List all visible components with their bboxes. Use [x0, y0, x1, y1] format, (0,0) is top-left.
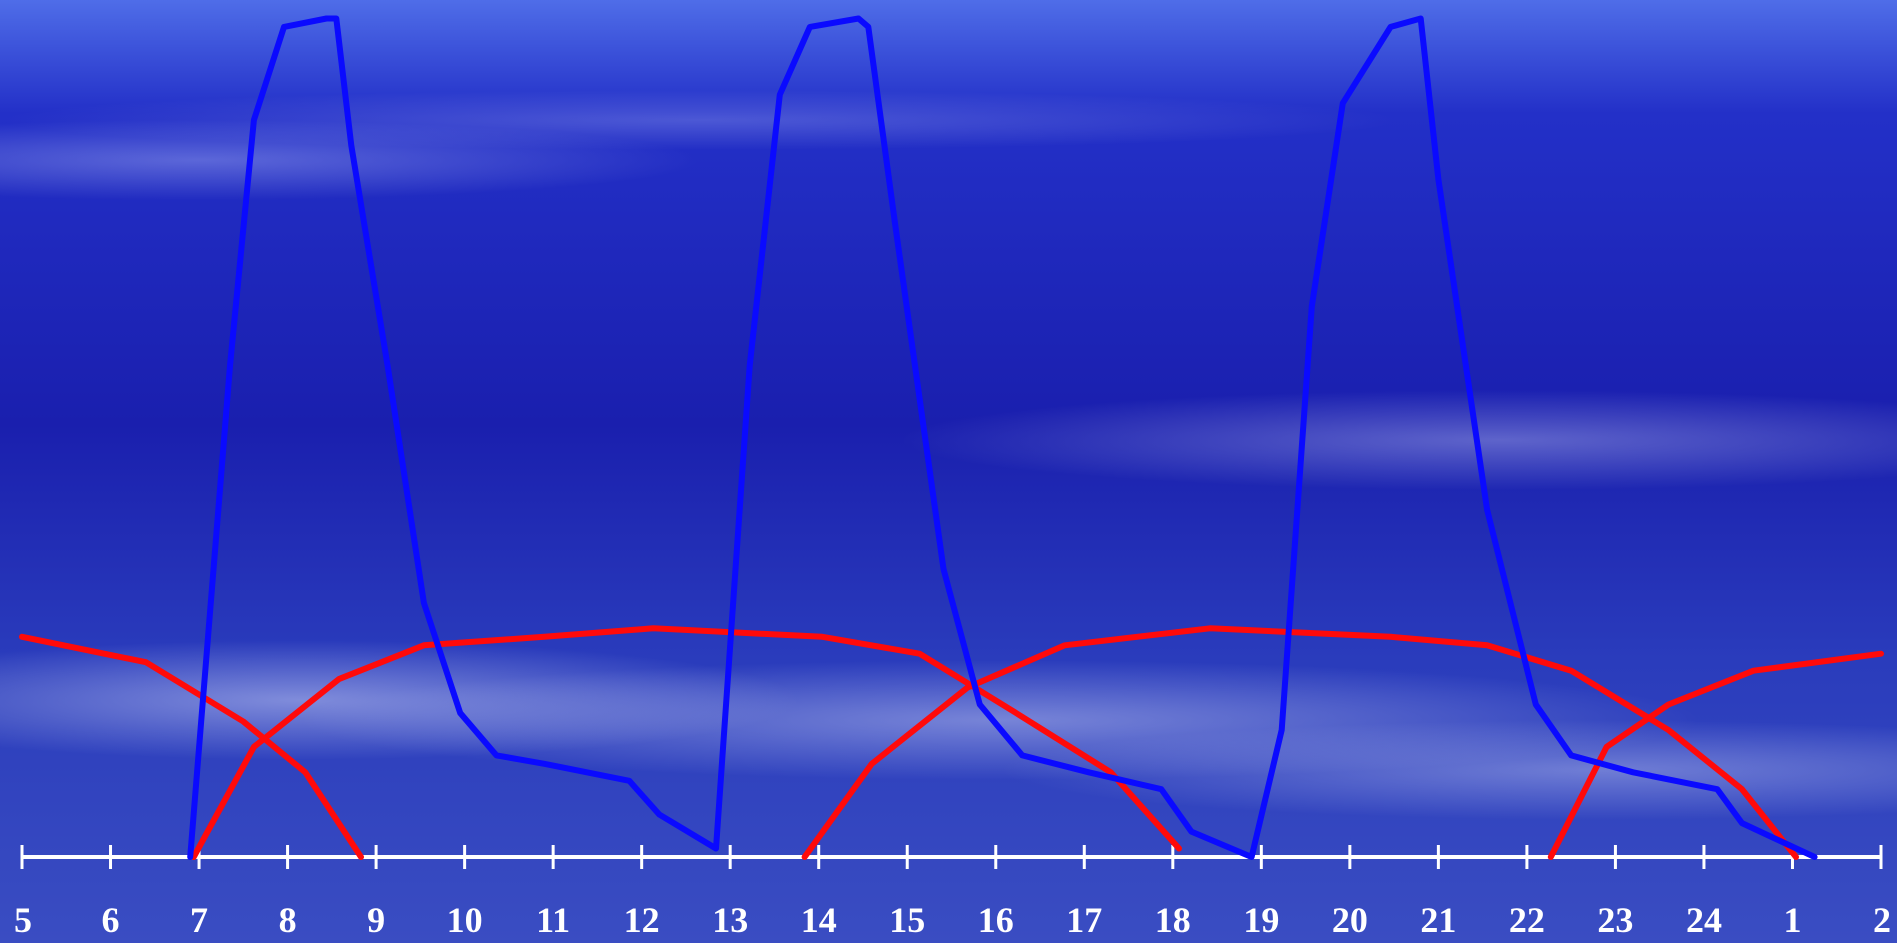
x-tick-label: 15	[889, 900, 925, 940]
x-tick-label: 7	[190, 900, 208, 940]
x-tick-label: 6	[102, 900, 120, 940]
series-line	[190, 19, 1814, 858]
x-tick-label: 17	[1066, 900, 1102, 940]
x-tick-label: 5	[14, 900, 32, 940]
series-line	[1551, 654, 1881, 857]
x-tick-label: 22	[1509, 900, 1545, 940]
x-tick-label: 24	[1686, 900, 1722, 940]
series-line	[805, 628, 1796, 857]
x-tick-label: 18	[1155, 900, 1191, 940]
x-tick-label: 21	[1420, 900, 1456, 940]
x-tick-label: 10	[447, 900, 483, 940]
x-tick-label: 2	[1873, 900, 1891, 940]
page: 5678910111213141516171819202122232412 ((…	[0, 0, 1897, 943]
x-tick-label: 9	[367, 900, 385, 940]
x-tick-label: 13	[712, 900, 748, 940]
x-tick-label: 20	[1332, 900, 1368, 940]
x-tick-label: 8	[279, 900, 297, 940]
x-tick-label: 23	[1597, 900, 1633, 940]
x-tick-label: 1	[1783, 900, 1801, 940]
chart: 5678910111213141516171819202122232412	[0, 0, 1897, 943]
x-tick-label: 19	[1243, 900, 1279, 940]
x-tick-label: 16	[978, 900, 1014, 940]
x-tick-label: 14	[801, 900, 837, 940]
x-tick-label: 12	[624, 900, 660, 940]
x-tick-label: 11	[536, 900, 570, 940]
